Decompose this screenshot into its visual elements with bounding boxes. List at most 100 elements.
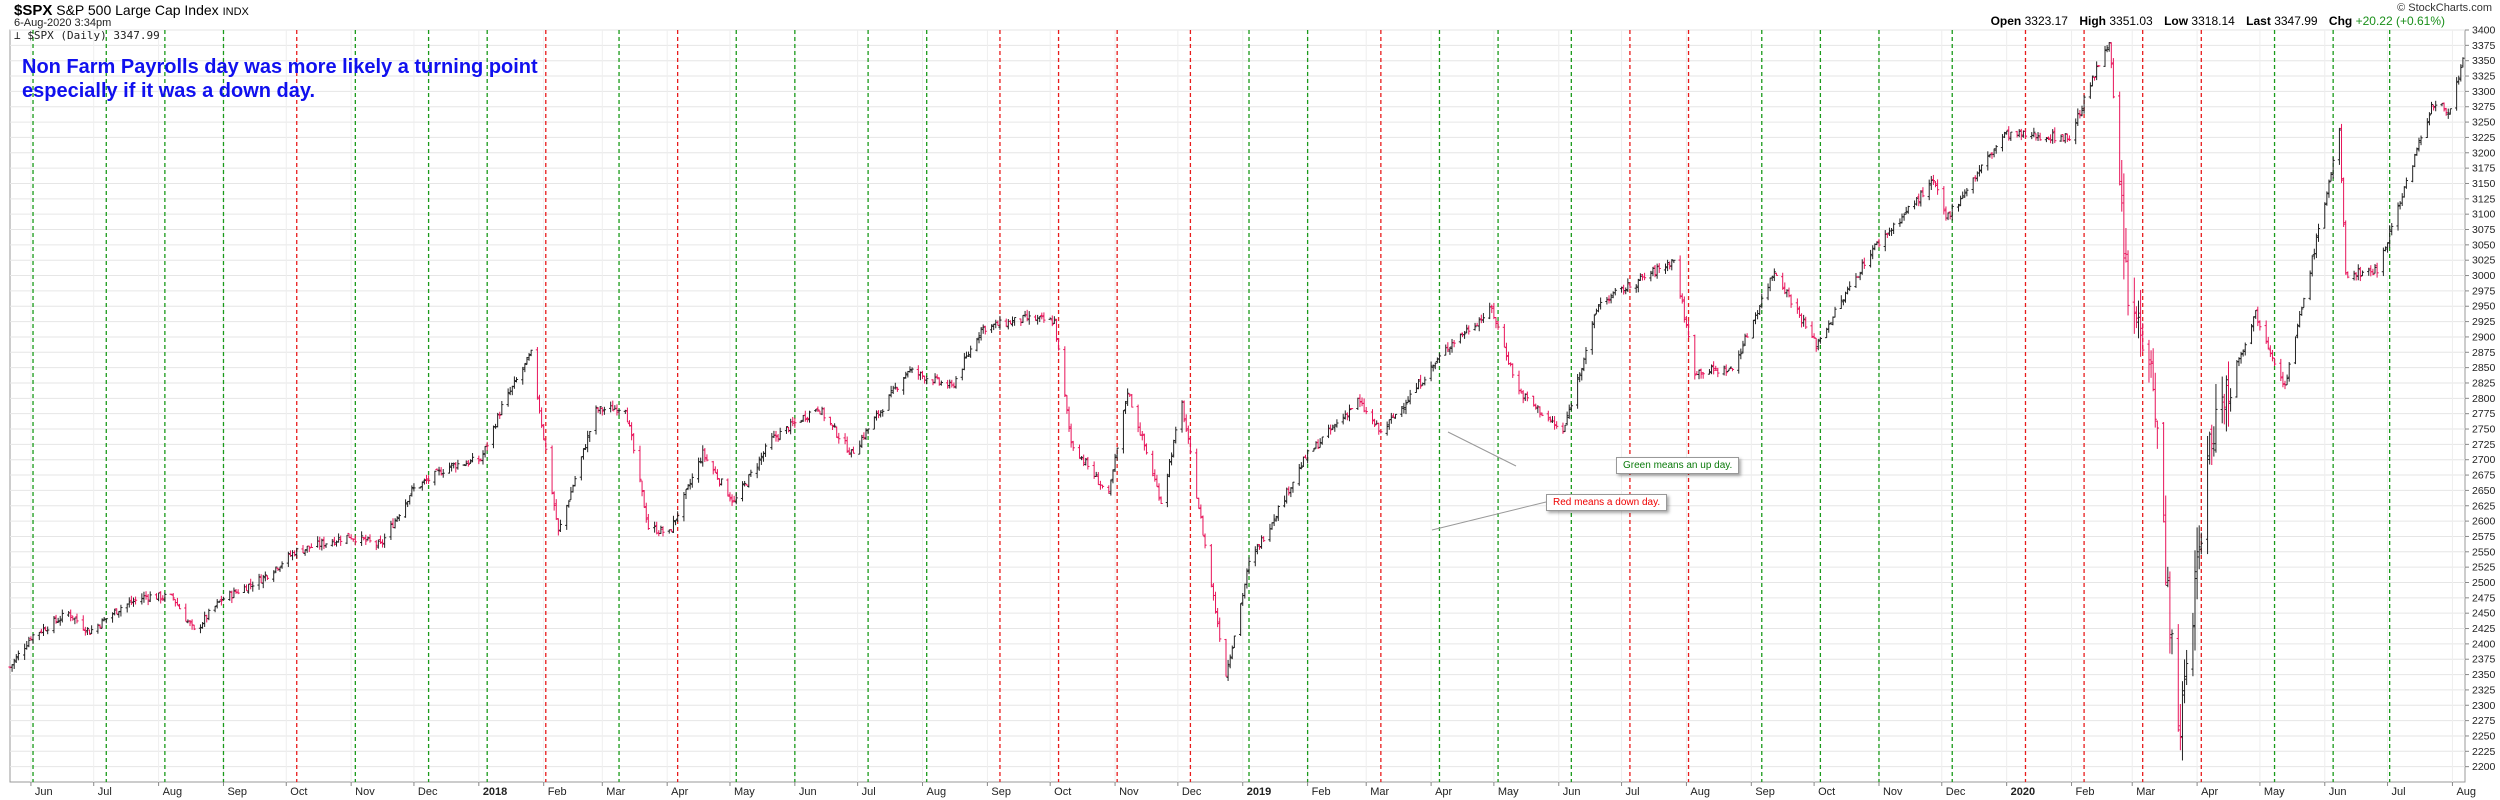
x-tick-label: Jul [1626,786,1640,798]
y-tick-label: 2250 [2472,730,2496,742]
price-bar [1169,452,1174,466]
x-tick-label: Nov [1883,786,1903,798]
price-bar [244,584,249,592]
price-bar [506,388,510,407]
y-tick-label: 2750 [2472,424,2496,436]
price-bar [1977,165,1982,177]
price-bar [1276,505,1280,521]
price-bar [1701,371,1705,379]
price-bar [617,409,621,416]
price-bar [408,495,412,505]
price-bar [2193,550,2197,651]
price-bar [1130,393,1134,408]
price-bar [81,615,85,631]
price-bar [1973,175,1977,182]
price-bar [2302,297,2306,309]
price-bar [2226,361,2231,427]
price-bar [1772,268,1776,282]
price-bar [2440,103,2444,107]
price-bar [1230,645,1234,660]
price-bar [1992,148,1996,158]
price-bar [378,535,383,544]
price-bar [1144,443,1149,455]
price-bar [2388,225,2392,248]
price-bar [1929,175,1933,190]
price-bar [1845,286,1850,295]
y-tick-label: 2675 [2472,470,2496,482]
price-bar [2268,345,2272,357]
price-bar [969,345,973,358]
price-bar [246,583,251,594]
price-bar [146,594,150,606]
price-bar [966,351,971,358]
price-bar [653,521,657,533]
price-bar [2132,277,2136,334]
price-bar [1668,261,1672,270]
price-bar [1904,206,1908,215]
price-bar [1933,181,1938,188]
x-tick-label: May [2264,786,2285,798]
exchange: INDX [222,6,249,18]
price-bar [876,410,881,419]
price-bar [439,467,443,476]
price-bar [1226,659,1230,681]
price-bar [711,460,715,475]
price-bar [2078,110,2082,119]
headline-line-2: especially if it was a down day. [22,80,316,102]
price-bar [2214,384,2218,453]
price-bar [2442,102,2446,112]
price-bar [1743,333,1747,346]
price-bar [1228,654,1232,669]
price-bar [2067,135,2072,142]
price-bar [1216,607,1220,628]
x-tick-label: Mar [2136,786,2155,798]
chg-label: Chg [2328,14,2353,28]
price-bar [2124,228,2128,263]
price-bar [251,581,255,592]
price-bar [550,445,554,495]
price-bar [1883,230,1887,252]
price-bar [2329,172,2333,182]
price-bar [483,446,487,458]
price-bar [1329,424,1333,435]
price-bar [1155,474,1159,487]
price-bar [2327,179,2331,198]
price-bar [1770,275,1774,281]
price-bar [799,420,803,423]
price-bar [726,478,730,497]
price-bar [456,459,460,470]
price-bar [2375,262,2379,278]
price-bar [2285,374,2289,386]
price-bar [1816,338,1820,351]
price-bar [477,455,481,465]
price-bar [2310,255,2314,277]
price-bar [2300,306,2304,316]
price-bar [2178,703,2182,751]
price-bar [286,551,290,567]
price-bar [1709,364,1714,375]
price-bar [1025,309,1029,322]
price-bar [368,534,372,543]
price-bar [278,566,282,572]
price-bar [1917,193,1921,207]
price-bar [1069,423,1073,448]
price-bar [1303,454,1308,459]
price-bar [1393,413,1398,419]
price-bar [1347,404,1352,422]
price-bar [1789,294,1793,308]
price-bar [793,418,797,428]
y-tick-label: 2300 [2472,700,2496,712]
price-bar [2448,108,2452,115]
y-tick-label: 2225 [2472,746,2496,758]
price-bar [127,597,131,608]
price-bar [1107,485,1111,494]
price-bar [1519,388,1523,394]
price-bar [1657,263,1661,273]
price-bar [1077,444,1082,459]
x-tick-label: Apr [671,786,688,798]
ohlc-readout: Open 3323.17 High 3351.03 Low 3318.14 La… [1983,14,2445,28]
price-bar [2256,306,2260,327]
price-bar [558,519,563,532]
last-value: 3347.99 [2274,14,2318,28]
y-tick-label: 2650 [2472,485,2496,497]
